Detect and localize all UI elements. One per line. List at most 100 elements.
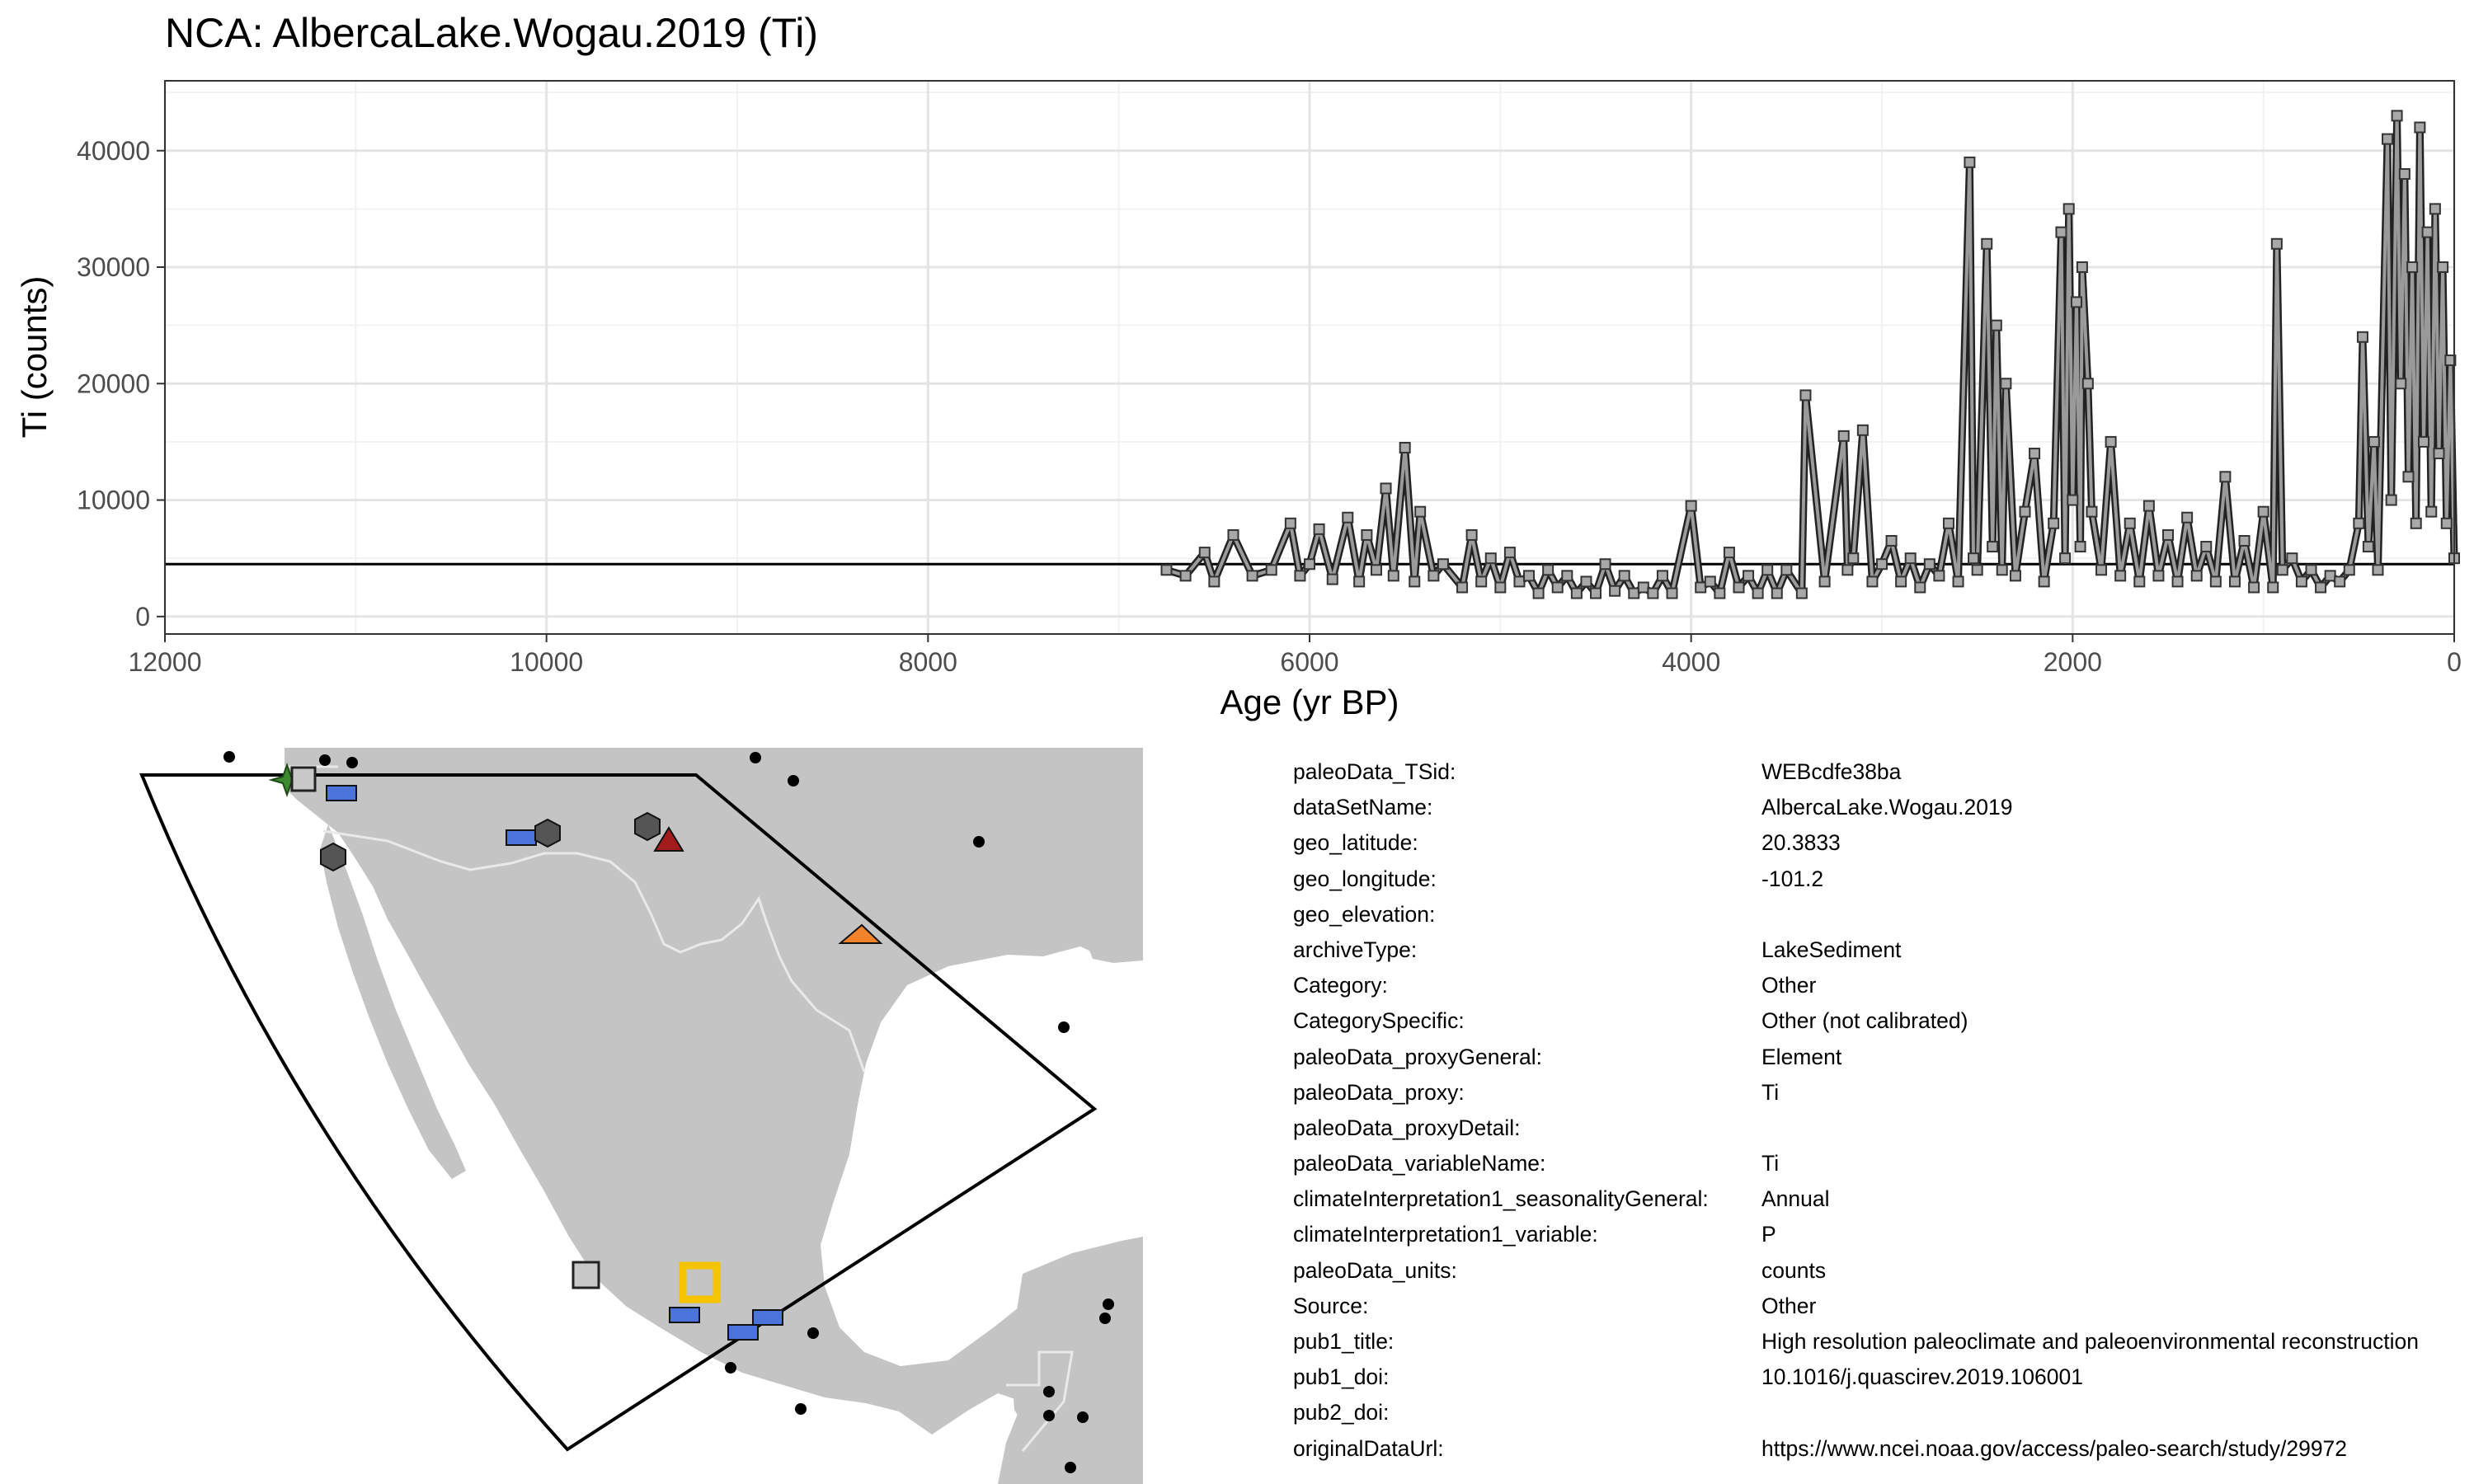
metadata-key: paleoData_TSid: [1293, 759, 1456, 784]
blue-rectangle-marker [506, 829, 537, 846]
data-point [1714, 587, 1726, 599]
data-point [2356, 331, 2368, 343]
data-point [1160, 564, 1173, 576]
metadata-row: paleoData_proxyDetail: [1293, 1115, 2474, 1151]
metadata-key: CategorySpecific: [1293, 1008, 1465, 1034]
border-usa-mexico [322, 829, 866, 1073]
data-point [2406, 261, 2419, 274]
data-point [2385, 494, 2397, 506]
data-point [1866, 575, 1879, 588]
metadata-row: CategorySpecific: Other (not calibrated) [1293, 1008, 2474, 1044]
blue-rectangle-marker [727, 1324, 759, 1341]
plot-panel-border [164, 80, 2455, 635]
data-point [1795, 587, 1808, 599]
data-point [1380, 482, 1392, 495]
orange-triangle-marker [838, 923, 883, 944]
site-dot [795, 1403, 807, 1415]
metadata-value: https://www.ncei.noaa.gov/access/paleo-s… [1761, 1435, 2348, 1461]
dark-hexagon-marker [634, 811, 661, 842]
data-point [2067, 494, 2079, 506]
metadata-row: climateInterpretation1_seasonalityGenera… [1293, 1186, 2474, 1222]
data-point [1964, 156, 1976, 168]
data-point [1743, 570, 1755, 582]
data-point [2019, 505, 2031, 518]
metadata-value: AlbercaLake.Wogau.2019 [1761, 795, 2013, 820]
data-point [2362, 541, 2374, 553]
data-point [2209, 575, 2222, 588]
dark-hexagon-marker [534, 818, 561, 848]
x-tick-label: 6000 [1280, 647, 1338, 677]
data-point [2402, 471, 2415, 483]
data-point [1590, 587, 1602, 599]
timeseries-chart: 12000 10000 8000 6000 4000 2000 00100002000030… [15, 80, 2462, 721]
metadata-row: originalDataUrl: https://www.ncei.noaa.go… [1293, 1436, 2474, 1472]
red-triangle-marker [653, 826, 684, 852]
map-panel [139, 748, 1143, 1484]
data-point [1246, 570, 1258, 582]
data-point [2267, 581, 2279, 594]
metadata-value: Ti [1761, 1079, 1780, 1105]
site-dot [1077, 1411, 1089, 1423]
data-point [1841, 564, 1854, 576]
data-point [1523, 570, 1536, 582]
metadata-row: Source: Other [1293, 1294, 2474, 1329]
metadata-key: geo_latitude: [1293, 830, 1418, 856]
data-point [1198, 547, 1211, 559]
metadata-key: Category: [1293, 973, 1388, 998]
gray-square-marker [571, 1261, 600, 1289]
site-dot [319, 754, 331, 766]
data-point [1599, 558, 1611, 571]
metadata-key: climateInterpretation1_seasonalityGenera… [1293, 1186, 1709, 1212]
metadata-key: dataSetName: [1293, 795, 1433, 820]
data-point [2429, 203, 2441, 215]
site-dot [223, 751, 235, 763]
data-point [1666, 587, 1678, 599]
data-point [2105, 435, 2117, 448]
x-tick-label: 12000 [129, 647, 202, 677]
data-point [2353, 517, 2365, 529]
data-point [2410, 517, 2422, 529]
metadata-row: dataSetName: AlbercaLake.Wogau.2019 [1293, 795, 2474, 830]
x-tick-label: 4000 [1662, 647, 1720, 677]
data-point [1387, 570, 1399, 582]
data-point [1609, 585, 1621, 597]
data-point [2257, 505, 2269, 518]
border-central-america [1006, 1350, 1074, 1452]
site-dot [788, 775, 799, 787]
metadata-row: paleoData_variableName: Ti [1293, 1151, 2474, 1186]
data-point [1399, 441, 1411, 453]
metadata-row: pub2_doi: [1293, 1400, 2474, 1435]
data-point [2114, 570, 2127, 582]
site-dot [973, 836, 985, 848]
data-point [1361, 528, 1373, 541]
data-point [1637, 581, 1649, 594]
data-point [1876, 558, 1888, 571]
site-dot [750, 752, 761, 763]
data-point [1856, 424, 1869, 436]
data-point [2248, 581, 2260, 594]
data-point [1704, 575, 1716, 588]
data-point [2398, 168, 2411, 181]
site-dot [807, 1327, 819, 1339]
y-tick-label: 10000 [77, 486, 150, 515]
gray-square-marker [290, 766, 317, 792]
metadata-row: Category: Other [1293, 973, 2474, 1008]
data-point [2315, 581, 2327, 594]
metadata-table: paleoData_TSid: WEBcdfe38ba dataSetName: Al… [1293, 759, 2474, 1472]
data-point [2382, 133, 2394, 145]
metadata-row: archiveType: LakeSediment [1293, 937, 2474, 973]
x-tick-label: 0 [2447, 647, 2462, 677]
data-point [2295, 575, 2307, 588]
metadata-value: Element [1761, 1044, 1842, 1069]
blue-rectangle-marker [669, 1307, 700, 1323]
data-point [2152, 570, 2165, 582]
data-point [1914, 581, 1926, 594]
metadata-row: geo_latitude: 20.3833 [1293, 830, 2474, 866]
data-point [2421, 226, 2434, 238]
metadata-key: paleoData_units: [1293, 1257, 1457, 1283]
metadata-key: pub1_doi: [1293, 1364, 1390, 1390]
land-north-america [285, 748, 1143, 1484]
site-dot [1065, 1462, 1076, 1473]
data-point [1628, 587, 1640, 599]
metadata-value: Ti [1761, 1151, 1780, 1176]
